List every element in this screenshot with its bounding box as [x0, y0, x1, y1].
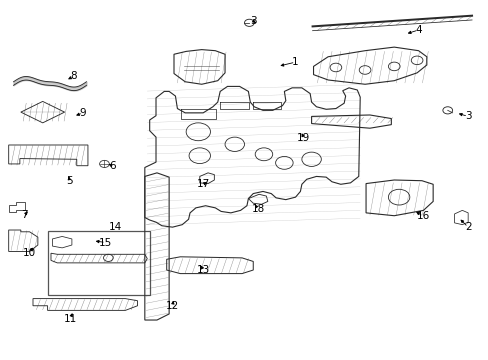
- Text: 18: 18: [251, 204, 264, 214]
- Text: 14: 14: [109, 222, 122, 232]
- Text: 10: 10: [23, 248, 36, 258]
- Text: 8: 8: [70, 71, 77, 81]
- Text: 9: 9: [80, 108, 86, 118]
- Text: 3: 3: [464, 111, 470, 121]
- Bar: [47, 231, 149, 295]
- Text: 19: 19: [297, 133, 310, 143]
- Text: 13: 13: [196, 265, 209, 275]
- Text: 4: 4: [414, 25, 421, 35]
- Text: 16: 16: [416, 211, 429, 221]
- Text: 7: 7: [21, 210, 28, 220]
- Text: 5: 5: [66, 176, 73, 186]
- Text: 12: 12: [165, 301, 179, 311]
- Text: 11: 11: [63, 314, 77, 324]
- Text: 3: 3: [249, 16, 256, 26]
- Text: 6: 6: [109, 161, 115, 171]
- Text: 15: 15: [99, 238, 112, 248]
- Text: 1: 1: [292, 57, 298, 67]
- Text: 2: 2: [464, 222, 470, 232]
- Text: 17: 17: [196, 179, 209, 189]
